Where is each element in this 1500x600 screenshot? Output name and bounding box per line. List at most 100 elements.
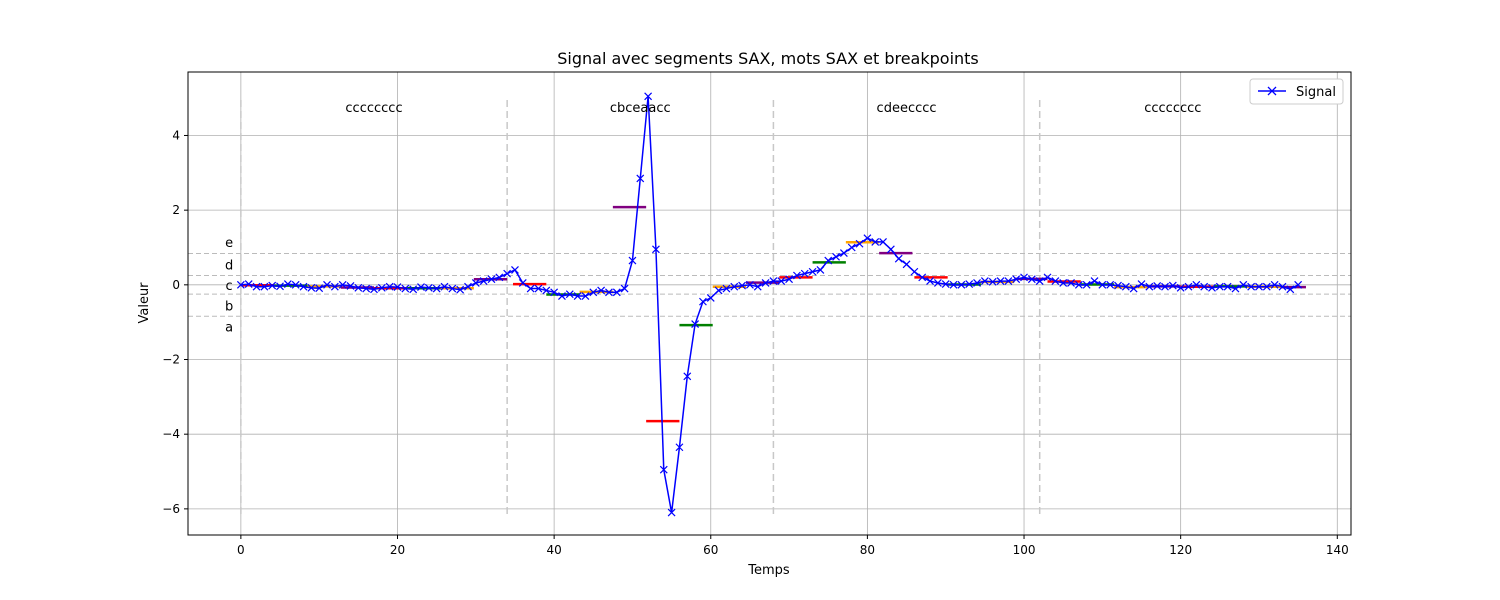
signal-point — [620, 284, 629, 293]
chart-title: Signal avec segments SAX, mots SAX et br… — [557, 49, 979, 68]
signal-point — [558, 292, 566, 300]
signal-point — [1239, 280, 1248, 289]
y-tick-label: −6 — [162, 502, 180, 516]
signal-point — [542, 286, 551, 295]
signal-point — [730, 282, 739, 291]
signal-point — [589, 288, 598, 297]
signal-point — [871, 237, 880, 246]
signal-point — [1176, 283, 1185, 292]
signal-point — [471, 279, 480, 287]
x-axis-title: Temps — [747, 563, 790, 578]
signal-point — [1027, 275, 1036, 284]
signal-point — [1082, 280, 1091, 289]
signal-point — [1161, 282, 1169, 291]
signal-point — [456, 285, 465, 294]
signal-point — [863, 234, 872, 243]
signal-point — [346, 282, 355, 290]
y-tick-label: −2 — [162, 353, 180, 367]
signal-point — [448, 284, 457, 293]
signal-point — [1270, 280, 1279, 289]
signal-point — [902, 260, 911, 269]
signal-point — [244, 280, 253, 289]
signal-point — [612, 288, 621, 297]
signal-point — [503, 269, 512, 278]
signal-point — [973, 279, 981, 287]
signal-point — [291, 280, 300, 289]
signal-point — [401, 284, 410, 293]
signal-point — [941, 280, 950, 289]
signal-point — [886, 245, 895, 254]
signal-point — [1208, 283, 1216, 292]
signal-point — [652, 245, 660, 254]
sax-words: cccccccc cbceaacc cdeecccc cccccccc — [345, 101, 1201, 116]
window-boundaries — [240, 100, 1041, 515]
y-axis-title: Valeur — [137, 282, 152, 324]
signal-point — [370, 285, 378, 294]
signal-point — [252, 282, 261, 291]
sax-word: cccccccc — [345, 101, 402, 116]
signal-point — [628, 256, 637, 265]
signal-point — [1114, 281, 1122, 290]
signal-point — [965, 280, 974, 289]
signal-point — [393, 283, 402, 291]
signal-point — [323, 280, 331, 289]
signal-point — [824, 256, 833, 265]
signal-point — [691, 320, 700, 328]
signal-point — [417, 283, 425, 291]
breakpoint-label: e — [225, 236, 233, 251]
signal-point — [1020, 273, 1028, 282]
signal-point — [1074, 280, 1083, 289]
signal-point — [785, 275, 794, 284]
legend-x-marker — [1267, 86, 1277, 96]
sax-word: cbceaacc — [610, 101, 671, 116]
signal-point — [573, 292, 582, 300]
grid — [188, 72, 1351, 535]
signal-point — [800, 269, 809, 278]
signal-point — [910, 267, 919, 276]
signal-point — [1137, 280, 1146, 289]
x-tick-label: 60 — [703, 543, 718, 557]
signal-point — [1090, 277, 1099, 286]
signal-point — [550, 288, 559, 297]
signal-point — [1051, 277, 1060, 286]
signal-point — [738, 281, 747, 290]
y-tick-label: 0 — [172, 278, 180, 292]
signal-point — [487, 275, 496, 284]
signal-point — [1035, 277, 1044, 286]
y-axis-ticks: −6 −4 −2 0 2 4 — [162, 128, 188, 516]
signal-point — [957, 280, 966, 289]
signal-point — [526, 284, 535, 293]
signal-point — [283, 280, 292, 289]
signal-point — [1223, 282, 1232, 291]
signal-point — [988, 277, 997, 286]
signal-point — [409, 285, 418, 294]
signal-point — [949, 280, 958, 289]
signal-point — [307, 283, 316, 292]
signal-point — [299, 282, 308, 291]
signal-point — [354, 283, 363, 292]
signal-point — [1129, 284, 1138, 293]
signal-point — [377, 283, 386, 292]
x-tick-label: 20 — [390, 543, 405, 557]
signal-point — [597, 286, 606, 295]
signal-point — [440, 282, 449, 291]
legend-frame — [1249, 78, 1344, 105]
x-tick-label: 120 — [1169, 543, 1192, 557]
signal-point — [855, 239, 864, 248]
signal-point — [879, 237, 887, 246]
sax-word: cdeecccc — [877, 101, 937, 116]
signal-point — [1200, 282, 1209, 291]
x-axis-ticks: 0 20 40 60 80 100 120 140 — [237, 535, 1349, 557]
signal-point — [1215, 282, 1224, 291]
signal-point — [1262, 282, 1271, 291]
signal-point — [565, 290, 574, 299]
signal-point — [1247, 282, 1256, 291]
x-tick-label: 0 — [237, 543, 245, 557]
signal-point — [338, 280, 347, 289]
signal-point — [699, 297, 707, 306]
y-tick-label: 2 — [172, 203, 180, 217]
signal-point — [792, 271, 801, 280]
signal-point — [1286, 285, 1295, 294]
